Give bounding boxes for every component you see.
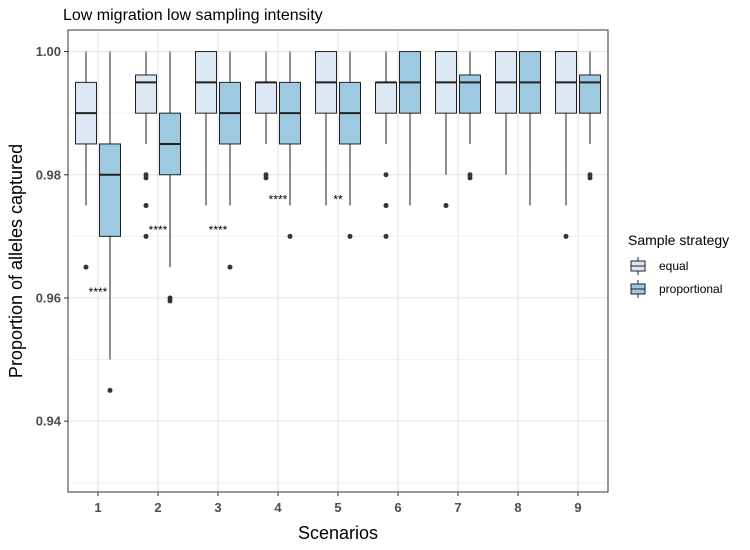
x-tick-label: 4 (274, 500, 282, 515)
box-equal-2-outlier (143, 233, 149, 239)
x-tick-label: 9 (574, 500, 581, 515)
x-tick-label: 7 (454, 500, 461, 515)
box-proportional-3-outlier (227, 264, 233, 270)
box-equal-6-outlier (383, 172, 389, 178)
y-tick-label: 1.00 (36, 44, 61, 59)
box-equal-2-iqr (135, 74, 157, 114)
significance-label: **** (149, 223, 168, 237)
box-proportional-1-iqr (99, 143, 121, 237)
x-tick-label: 2 (154, 500, 161, 515)
box-proportional-5-outlier (347, 233, 353, 239)
box-equal-6-outlier (383, 203, 389, 209)
box-equal-1-outlier (83, 264, 89, 270)
x-tick-label: 3 (214, 500, 221, 515)
y-tick-label: 0.94 (36, 414, 62, 429)
box-proportional-1-outlier (107, 387, 113, 393)
chart-title: Low migration low sampling intensity (63, 7, 323, 24)
box-equal-7-outlier (443, 203, 449, 209)
x-tick-label: 1 (94, 500, 101, 515)
box-proportional-4-outlier (287, 233, 293, 239)
y-tick-label: 0.98 (36, 167, 61, 182)
box-proportional-7-outlier (467, 175, 473, 181)
box-equal-6-outlier (383, 233, 389, 239)
box-equal-2-outlier (143, 175, 149, 181)
box-proportional-7-iqr (459, 74, 481, 114)
legend-title: Sample strategy (628, 232, 729, 248)
y-axis-title: Proportion of alleles captured (6, 144, 26, 378)
box-equal-4-outlier (263, 175, 269, 181)
significance-label: **** (89, 285, 108, 299)
x-tick-label: 5 (334, 500, 341, 515)
box-equal-9-outlier (563, 233, 569, 239)
box-proportional-9-outlier (587, 175, 593, 181)
box-equal-6-iqr (375, 81, 397, 114)
x-tick-label: 8 (514, 500, 521, 515)
significance-label: **** (269, 192, 288, 206)
y-tick-label: 0.96 (36, 290, 61, 305)
x-axis-title: Scenarios (298, 523, 378, 543)
box-proportional-2-outlier (167, 298, 173, 304)
box-proportional-9-iqr (579, 74, 601, 114)
box-equal-2-outlier (143, 203, 149, 209)
x-tick-label: 6 (394, 500, 401, 515)
significance-label: **** (209, 223, 228, 237)
legend-label-equal: equal (659, 259, 688, 273)
box-equal-4-iqr (255, 81, 277, 114)
significance-label: ** (333, 192, 343, 206)
legend-label-proportional: proportional (659, 282, 722, 296)
